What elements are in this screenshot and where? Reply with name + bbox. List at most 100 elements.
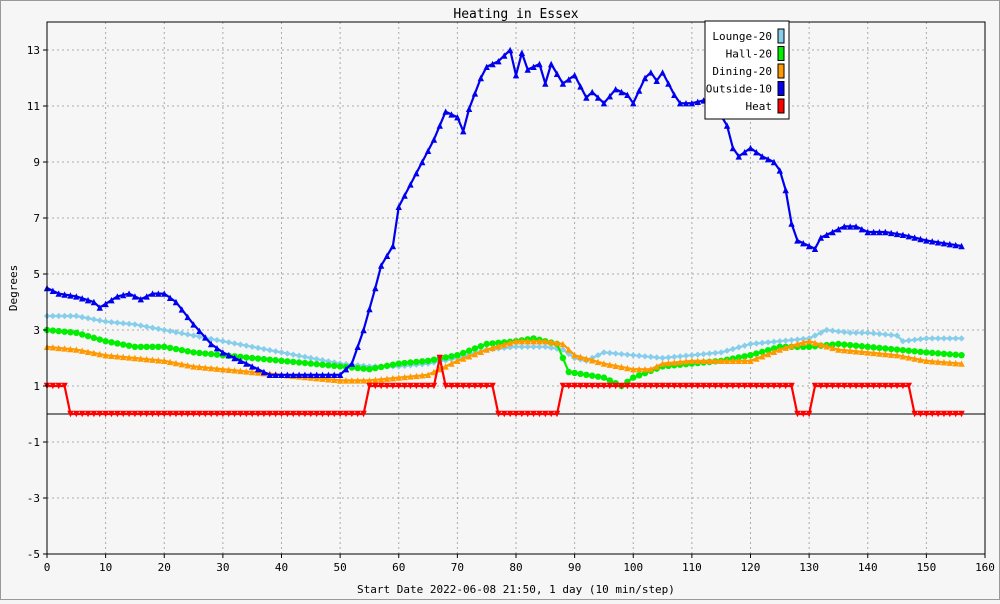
data-point [366, 366, 373, 373]
x-tick-label: 20 [158, 561, 171, 574]
data-point [776, 382, 784, 390]
data-point [817, 341, 825, 348]
data-point [958, 335, 965, 342]
data-point [319, 410, 326, 418]
data-point [495, 343, 502, 350]
data-point [946, 335, 954, 342]
data-point [776, 167, 784, 174]
data-point [301, 359, 309, 367]
data-point [395, 203, 402, 210]
y-tick-label: 13 [27, 44, 40, 57]
data-point [547, 338, 555, 346]
data-point [102, 352, 109, 359]
data-point [940, 240, 948, 247]
data-point [372, 376, 379, 384]
data-point [893, 230, 901, 238]
data-point [870, 330, 877, 337]
data-point [641, 382, 649, 390]
data-point [184, 348, 191, 355]
data-point [805, 242, 813, 250]
data-point [419, 372, 426, 379]
data-point [366, 382, 373, 390]
data-point [442, 354, 449, 361]
data-point [823, 326, 830, 334]
data-point [682, 358, 690, 365]
data-point [618, 363, 625, 371]
data-point [635, 366, 643, 373]
data-point [923, 410, 930, 418]
data-point [923, 237, 930, 244]
data-point [96, 350, 103, 358]
data-point [835, 340, 842, 348]
data-point [272, 410, 279, 418]
data-point [372, 284, 379, 292]
data-point [213, 351, 221, 358]
data-point [524, 338, 531, 345]
data-point [178, 360, 186, 368]
data-point [929, 410, 936, 418]
data-point [120, 320, 127, 327]
data-point [243, 360, 250, 367]
data-point [260, 410, 268, 418]
data-point [436, 354, 443, 362]
data-point [829, 327, 836, 334]
data-point [295, 371, 303, 378]
data-point [471, 345, 479, 352]
data-point [829, 228, 836, 236]
legend-swatch [777, 46, 785, 61]
data-point [319, 361, 326, 368]
data-point [888, 351, 895, 358]
data-point [354, 364, 361, 372]
data-point [547, 60, 555, 68]
legend-swatch [777, 28, 785, 44]
data-point [131, 343, 139, 350]
data-point [835, 382, 842, 390]
data-point [424, 382, 432, 390]
data-point [413, 170, 420, 177]
data-point [90, 334, 98, 342]
data-point [589, 88, 596, 96]
data-point [372, 364, 379, 372]
data-point [67, 329, 74, 336]
data-point [225, 352, 232, 359]
data-point [202, 364, 209, 371]
data-point [899, 231, 907, 238]
data-point [125, 410, 133, 418]
data-point [383, 252, 391, 259]
data-point [512, 338, 520, 345]
data-point [952, 351, 959, 358]
data-point [301, 410, 309, 418]
data-point [477, 382, 485, 390]
legend-swatch [777, 98, 785, 114]
data-point [301, 371, 309, 378]
data-point [73, 293, 80, 300]
data-point [764, 339, 772, 346]
data-point [243, 368, 250, 375]
data-point [553, 410, 561, 418]
data-point [888, 382, 895, 390]
data-point [559, 354, 567, 362]
legend-label: Hall-20 [726, 48, 772, 61]
legend-label: Lounge-20 [712, 30, 772, 43]
data-point [166, 327, 174, 335]
data-point [207, 364, 215, 372]
data-point [225, 339, 232, 346]
data-point [49, 344, 57, 351]
data-point [606, 377, 613, 384]
data-point [477, 348, 485, 356]
data-point [764, 156, 772, 163]
data-point [618, 88, 625, 96]
data-point [178, 306, 186, 313]
data-point [125, 342, 133, 349]
data-point [641, 74, 649, 82]
data-point [137, 343, 144, 350]
data-point [55, 312, 62, 320]
data-point [899, 346, 907, 354]
data-point [893, 346, 901, 353]
data-point [120, 341, 127, 348]
data-point [893, 352, 901, 359]
data-point [184, 313, 191, 321]
series-dining-20 [43, 338, 965, 384]
data-point [753, 149, 760, 156]
